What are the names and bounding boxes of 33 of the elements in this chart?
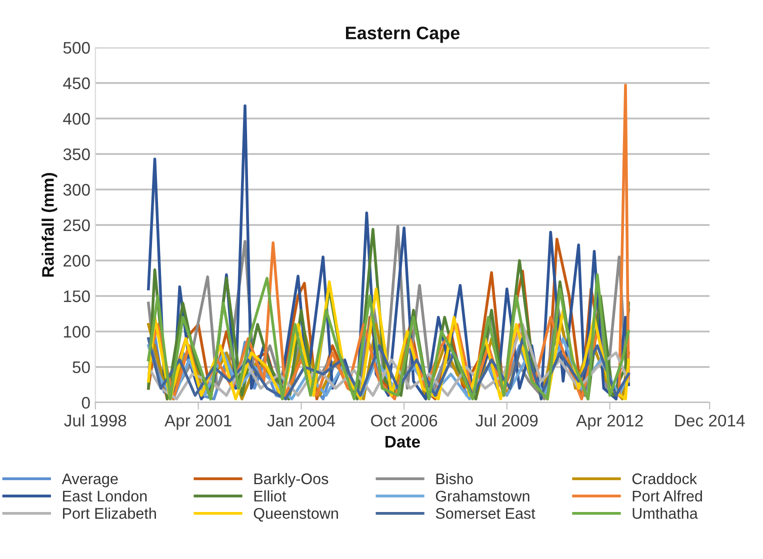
y-tick-label: 200 bbox=[64, 254, 90, 267]
legend-label: Port Alfred bbox=[632, 490, 702, 502]
x-tick-label: Apr 2001 bbox=[164, 414, 232, 430]
x-tick-label: Oct 2006 bbox=[371, 414, 438, 427]
y-tick-label: 50 bbox=[72, 361, 90, 374]
y-tick-label: 500 bbox=[63, 42, 90, 54]
y-tick-label: 400 bbox=[63, 112, 90, 125]
y-axis-title: Rainfall (mm) bbox=[42, 173, 58, 277]
chart-title: Eastern Cape bbox=[346, 26, 460, 43]
y-tick-label: 100 bbox=[64, 326, 90, 338]
x-tick-label: Apr 2012 bbox=[576, 414, 643, 430]
legend-label: Grahamstown bbox=[436, 490, 530, 502]
x-tick-label: Dec 2014 bbox=[675, 414, 745, 427]
legend-label: Port Elizabeth bbox=[63, 508, 156, 519]
y-tick-label: 450 bbox=[63, 77, 90, 90]
x-tick-label: Jul 1998 bbox=[64, 414, 126, 427]
legend-label: East London bbox=[63, 490, 147, 502]
y-tick-label: 300 bbox=[63, 184, 90, 196]
y-tick-label: 0 bbox=[82, 396, 90, 409]
y-tick-label: 350 bbox=[63, 148, 90, 160]
legend-label: Craddock bbox=[632, 473, 698, 484]
legend-label: Umthatha bbox=[632, 508, 698, 519]
legend-label: Queenstown bbox=[254, 508, 338, 522]
legend-label: Barkly-Oos bbox=[254, 473, 328, 488]
y-tick-label: 250 bbox=[64, 219, 90, 232]
legend-label: Elliot bbox=[254, 490, 286, 502]
x-tick-label: Jul 2009 bbox=[476, 414, 538, 427]
x-axis-title: Date bbox=[386, 436, 420, 448]
legend-label: Average bbox=[62, 474, 118, 488]
y-tick-label: 150 bbox=[64, 290, 90, 302]
legend-label: Bisho bbox=[436, 473, 473, 484]
legend-label: Somerset East bbox=[436, 508, 536, 519]
x-tick-label: Jan 2004 bbox=[267, 414, 336, 427]
